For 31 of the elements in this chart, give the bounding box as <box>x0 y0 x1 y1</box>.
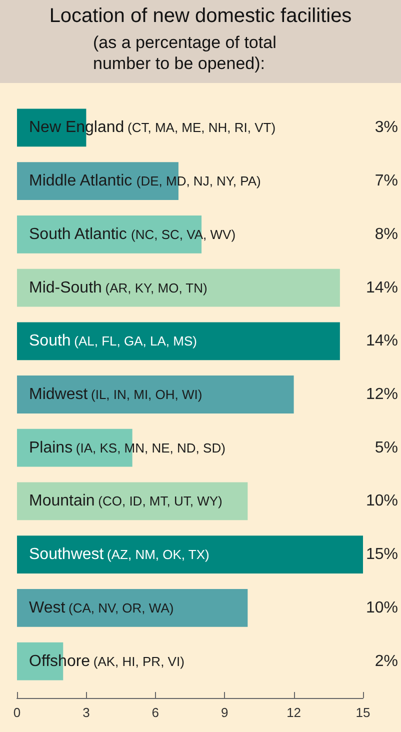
x-tick-label: 9 <box>220 705 228 720</box>
data-label: 3% <box>374 119 398 136</box>
y-tick-label: Mid-South (AR, KY, MO, TN) <box>29 279 208 296</box>
data-label: 10% <box>366 492 398 510</box>
data-label: 14% <box>366 332 398 350</box>
data-label: 8% <box>374 226 398 243</box>
data-label: 12% <box>366 386 398 403</box>
data-label: 14% <box>366 279 398 296</box>
y-tick-label: Southwest (AZ, NM, OK, TX) <box>29 546 210 564</box>
data-label: 15% <box>366 546 398 564</box>
data-label: 10% <box>366 599 398 616</box>
y-tick-label: South (AL, FL, GA, LA, MS) <box>29 332 197 350</box>
y-tick-label: Mountain (CO, ID, MT, UT, WY) <box>29 492 222 510</box>
data-label: 7% <box>374 172 398 190</box>
bar <box>17 536 363 574</box>
x-tick-label: 12 <box>286 705 302 720</box>
x-tick-label: 15 <box>356 705 370 720</box>
x-tick-label: 3 <box>82 705 90 720</box>
data-label: 5% <box>374 439 398 456</box>
y-tick-label: West (CA, NV, OR, WA) <box>29 599 174 616</box>
bar <box>17 268 340 307</box>
x-tick-label: 6 <box>152 705 160 720</box>
chart-title: Location of new domestic facilities <box>49 5 352 27</box>
bar <box>17 376 294 414</box>
x-tick-label: 0 <box>13 705 21 720</box>
y-tick-label: Midwest (IL, IN, MI, OH, WI) <box>29 386 202 403</box>
bar <box>17 322 340 360</box>
data-label: 2% <box>374 652 398 670</box>
bar <box>17 589 248 627</box>
bar <box>17 482 248 520</box>
chart-subtitle: (as a percentage of total number to be opened): <box>93 33 282 73</box>
